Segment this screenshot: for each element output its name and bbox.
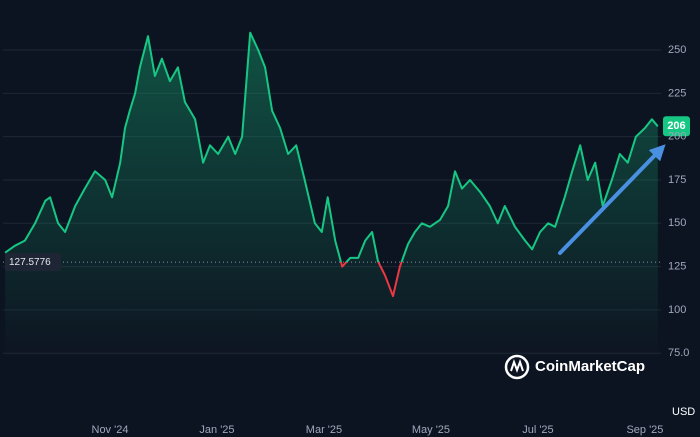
area bbox=[5, 32, 658, 360]
y-tick-label: 175 bbox=[668, 174, 686, 186]
x-tick-label: Jan '25 bbox=[199, 424, 234, 436]
y-tick-label: 225 bbox=[668, 87, 686, 99]
baseline-label: 127.5776 bbox=[9, 257, 51, 268]
watermark-text: CoinMarketCap bbox=[535, 358, 645, 375]
last-value-tag bbox=[663, 116, 690, 137]
price-line bbox=[4, 31, 659, 298]
watermark: CoinMarketCap bbox=[504, 354, 645, 380]
y-tick-label: 75.0 bbox=[668, 347, 689, 359]
x-tick-label: Sep '25 bbox=[626, 424, 663, 436]
y-tick-label: 100 bbox=[668, 304, 686, 316]
x-tick-label: Jul '25 bbox=[522, 424, 553, 436]
baseline-label-bg bbox=[5, 253, 61, 272]
logo-mark bbox=[510, 359, 524, 373]
logo bbox=[504, 354, 530, 380]
y-tick-label: 150 bbox=[668, 217, 686, 229]
trend-arrow bbox=[558, 144, 666, 255]
x-tick-label: May '25 bbox=[412, 424, 450, 436]
plot: 127.5776 206 bbox=[3, 31, 690, 360]
last-value-label: 206 bbox=[667, 120, 685, 132]
x-tick-label: Nov '24 bbox=[92, 424, 129, 436]
currency-label: USD bbox=[672, 406, 695, 418]
y-tick-label: 200 bbox=[668, 131, 686, 143]
y-tick-label: 250 bbox=[668, 44, 686, 56]
x-tick-label: Mar '25 bbox=[306, 424, 342, 436]
y-tick-label: 125 bbox=[668, 261, 686, 273]
